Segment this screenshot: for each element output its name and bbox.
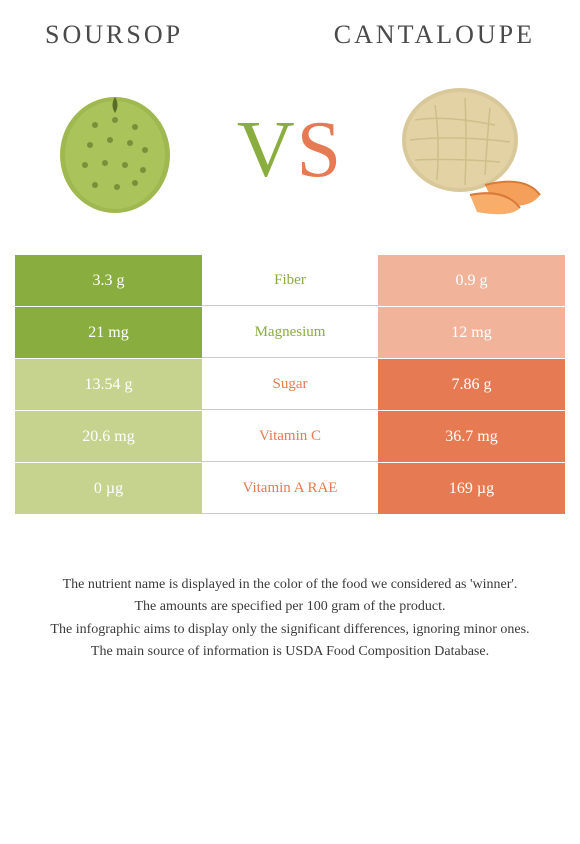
left-value: 21 mg (15, 307, 202, 358)
images-row: VS (15, 80, 565, 220)
nutrient-name: Fiber (202, 255, 378, 306)
left-value: 0 µg (15, 463, 202, 514)
footer-line: The amounts are specified per 100 gram o… (25, 597, 555, 617)
right-value: 12 mg (378, 307, 565, 358)
left-value: 3.3 g (15, 255, 202, 306)
left-value: 20.6 mg (15, 411, 202, 462)
footer-line: The infographic aims to display only the… (25, 620, 555, 640)
vs-v: V (237, 106, 297, 194)
footer-notes: The nutrient name is displayed in the co… (15, 575, 565, 662)
left-food-title: SOURSOP (45, 20, 183, 50)
soursop-image (35, 80, 195, 220)
nutrient-name: Vitamin A RAE (202, 463, 378, 514)
left-value: 13.54 g (15, 359, 202, 410)
right-value: 0.9 g (378, 255, 565, 306)
right-value: 36.7 mg (378, 411, 565, 462)
right-value: 169 µg (378, 463, 565, 514)
infographic-container: SOURSOP CANTALOUPE VS (0, 0, 580, 844)
footer-line: The main source of information is USDA F… (25, 642, 555, 662)
nutrient-name: Sugar (202, 359, 378, 410)
table-row: 3.3 g Fiber 0.9 g (15, 255, 565, 307)
right-value: 7.86 g (378, 359, 565, 410)
vs-s: S (297, 106, 344, 194)
right-food-title: CANTALOUPE (334, 20, 535, 50)
nutrient-name: Magnesium (202, 307, 378, 358)
table-row: 0 µg Vitamin A RAE 169 µg (15, 463, 565, 515)
vs-label: VS (237, 105, 343, 196)
header-row: SOURSOP CANTALOUPE (15, 20, 565, 50)
table-row: 13.54 g Sugar 7.86 g (15, 359, 565, 411)
footer-line: The nutrient name is displayed in the co… (25, 575, 555, 595)
table-row: 21 mg Magnesium 12 mg (15, 307, 565, 359)
nutrient-table: 3.3 g Fiber 0.9 g 21 mg Magnesium 12 mg … (15, 255, 565, 515)
cantaloupe-image (385, 80, 545, 220)
table-row: 20.6 mg Vitamin C 36.7 mg (15, 411, 565, 463)
nutrient-name: Vitamin C (202, 411, 378, 462)
